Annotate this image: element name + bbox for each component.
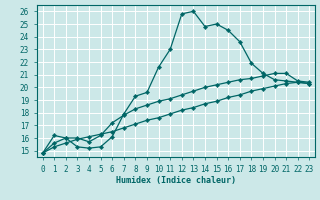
- X-axis label: Humidex (Indice chaleur): Humidex (Indice chaleur): [116, 176, 236, 185]
